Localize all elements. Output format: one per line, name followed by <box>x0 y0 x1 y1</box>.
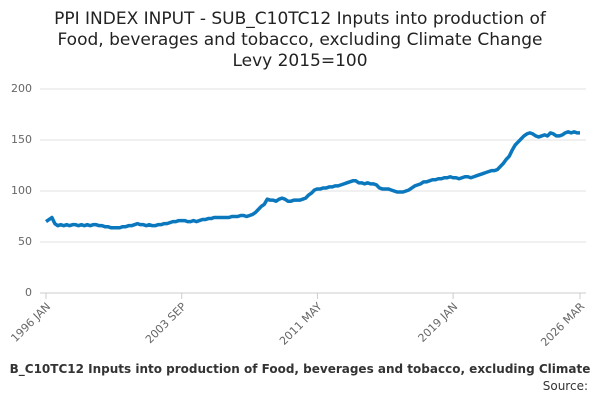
x-tick-label: 2026 MAR <box>538 300 587 349</box>
y-tick-label: 50 <box>18 235 32 248</box>
source: Source: <box>543 379 588 393</box>
y-tick-label: 0 <box>25 286 32 299</box>
y-tick-label: 150 <box>11 133 32 146</box>
x-tick-label: 1996 JAN <box>8 300 53 345</box>
x-tick-label: 2011 MAY <box>277 300 325 348</box>
x-tick-label: 2019 JAN <box>416 300 461 345</box>
chart-title: Food, beverages and tobacco, excluding C… <box>58 30 543 50</box>
y-tick-label: 100 <box>11 184 32 197</box>
chart-title: PPI INDEX INPUT - SUB_C10TC12 Inputs int… <box>54 9 547 29</box>
caption: B_C10TC12 Inputs into production of Food… <box>10 362 591 377</box>
chart-title: Levy 2015=100 <box>232 51 367 71</box>
series-line <box>45 130 580 230</box>
y-tick-label: 200 <box>11 82 32 95</box>
x-tick-label: 2003 SEP <box>143 300 189 346</box>
